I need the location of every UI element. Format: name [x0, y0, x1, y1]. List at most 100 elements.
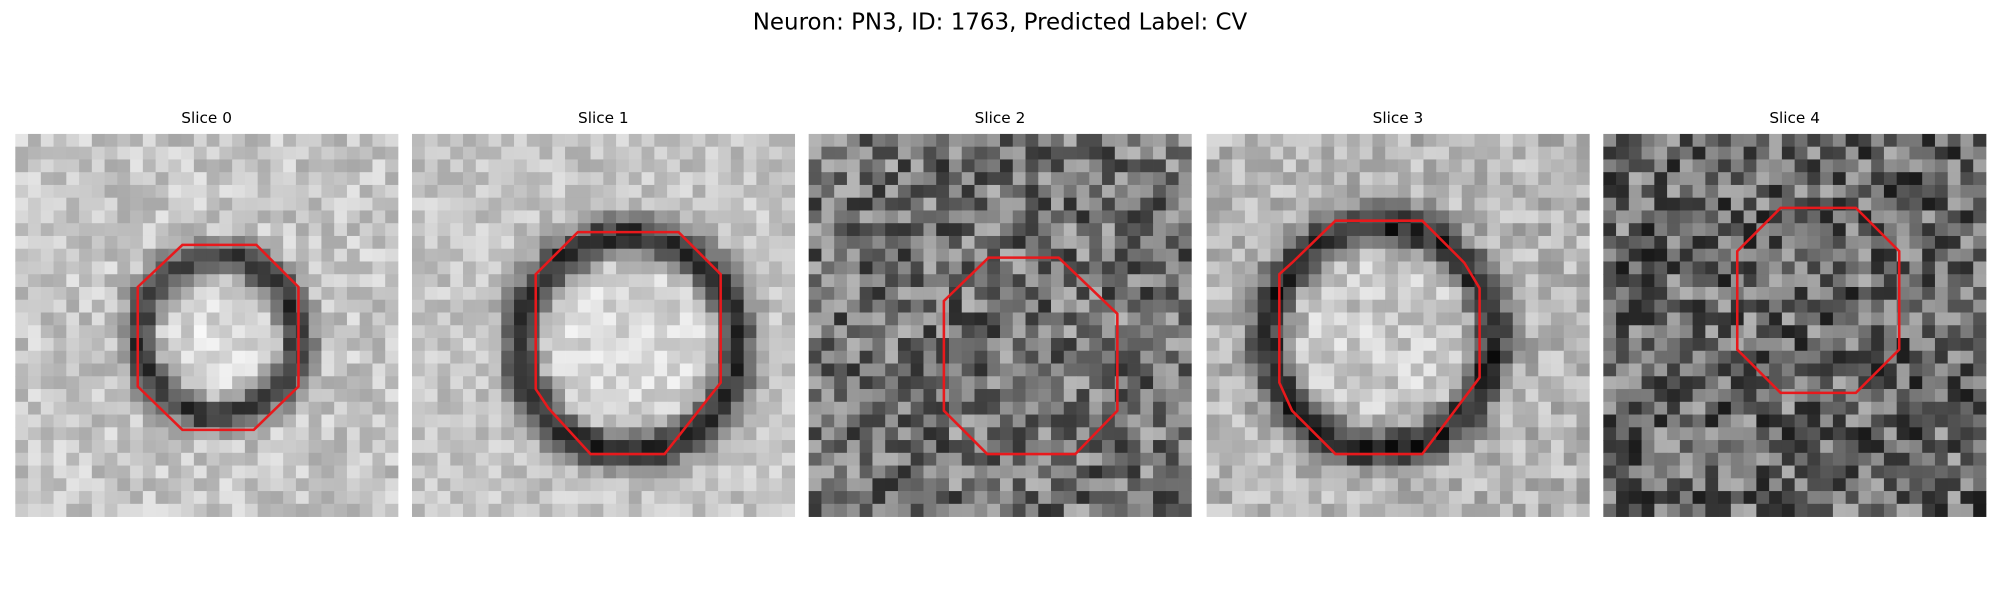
image-pixel [1922, 146, 1936, 160]
image-pixel [1909, 401, 1923, 415]
image-pixel [514, 223, 528, 237]
image-pixel [1244, 440, 1259, 454]
image-pixel [565, 197, 579, 211]
image-pixel [1321, 312, 1335, 326]
image-pixel [219, 210, 233, 224]
image-pixel [1410, 274, 1424, 288]
image-pixel [1538, 389, 1552, 403]
image-pixel [1654, 350, 1668, 364]
image-pixel [821, 465, 835, 479]
image-pixel [1165, 503, 1179, 517]
image-pixel [616, 376, 630, 390]
image-pixel [168, 325, 182, 339]
image-pixel [1947, 338, 1961, 352]
image-pixel [1654, 325, 1668, 339]
image-pixel [321, 452, 335, 466]
image-pixel [1654, 452, 1668, 466]
image-pixel [1705, 248, 1719, 262]
image-pixel [1436, 440, 1450, 454]
image-pixel [104, 503, 118, 517]
image-pixel [603, 274, 617, 288]
image-pixel [1667, 325, 1681, 339]
image-pixel [1063, 363, 1077, 377]
image-pixel [1127, 223, 1141, 237]
image-pixel [232, 223, 246, 237]
image-pixel [1206, 427, 1220, 441]
image-pixel [705, 491, 719, 505]
image-pixel [781, 159, 796, 173]
image-pixel [437, 389, 451, 403]
image-pixel [1934, 146, 1949, 160]
image-pixel [1641, 223, 1655, 237]
image-pixel [1871, 338, 1885, 352]
image-pixel [974, 248, 988, 262]
image-pixel [219, 478, 233, 492]
image-pixel [1628, 235, 1642, 250]
image-pixel [1563, 338, 1577, 352]
image-pixel [1102, 146, 1116, 160]
image-pixel [181, 172, 195, 186]
image-pixel [1718, 503, 1732, 517]
image-pixel [1487, 261, 1501, 275]
image-pixel [1165, 312, 1179, 326]
image-pixel [1563, 133, 1577, 148]
image-pixel [565, 159, 579, 173]
image-pixel [1283, 286, 1297, 301]
image-pixel [334, 197, 348, 211]
image-pixel [1500, 133, 1514, 148]
image-pixel [15, 133, 29, 148]
image-pixel [181, 401, 195, 415]
image-pixel [181, 503, 195, 517]
image-pixel [1012, 133, 1026, 148]
image-pixel [628, 465, 642, 479]
image-pixel [1883, 376, 1898, 390]
image-pixel [1232, 350, 1246, 364]
image-pixel [923, 350, 937, 364]
image-pixel [1576, 465, 1590, 479]
image-pixel [1807, 338, 1821, 352]
image-pixel [155, 338, 169, 352]
image-pixel [1538, 465, 1552, 479]
image-pixel [1000, 376, 1014, 390]
image-pixel [1165, 440, 1179, 454]
image-pixel [450, 261, 464, 275]
image-pixel [130, 401, 144, 415]
image-pixel [28, 350, 42, 364]
image-pixel [756, 350, 770, 364]
image-pixel [142, 350, 156, 364]
image-pixel [1769, 414, 1783, 428]
image-pixel [743, 350, 757, 364]
image-pixel [1781, 286, 1796, 301]
image-pixel [475, 248, 489, 262]
image-pixel [743, 261, 757, 275]
image-pixel [590, 427, 604, 441]
image-pixel [1781, 146, 1796, 160]
image-pixel [1257, 465, 1271, 479]
image-pixel [437, 184, 451, 199]
image-pixel [117, 452, 131, 466]
image-pixel [1769, 350, 1783, 364]
image-pixel [590, 325, 604, 339]
image-pixel [808, 376, 822, 390]
image-pixel [1576, 235, 1590, 250]
image-pixel [334, 261, 348, 275]
image-pixel [936, 172, 950, 186]
image-pixel [437, 223, 451, 237]
image-pixel [1871, 184, 1885, 199]
image-pixel [1089, 414, 1103, 428]
image-pixel [923, 235, 937, 250]
image-pixel [437, 286, 451, 301]
image-pixel [359, 248, 373, 262]
image-pixel [1165, 465, 1179, 479]
image-pixel [769, 286, 783, 301]
image-pixel [1346, 197, 1361, 211]
image-pixel [1270, 401, 1284, 415]
image-pixel [1934, 274, 1949, 288]
image-pixel [1076, 197, 1090, 211]
image-pixel [923, 401, 937, 415]
image-pixel [1487, 133, 1501, 148]
image-pixel [117, 197, 131, 211]
image-pixel [1845, 414, 1859, 428]
image-pixel [1114, 286, 1128, 301]
image-pixel [961, 159, 975, 173]
